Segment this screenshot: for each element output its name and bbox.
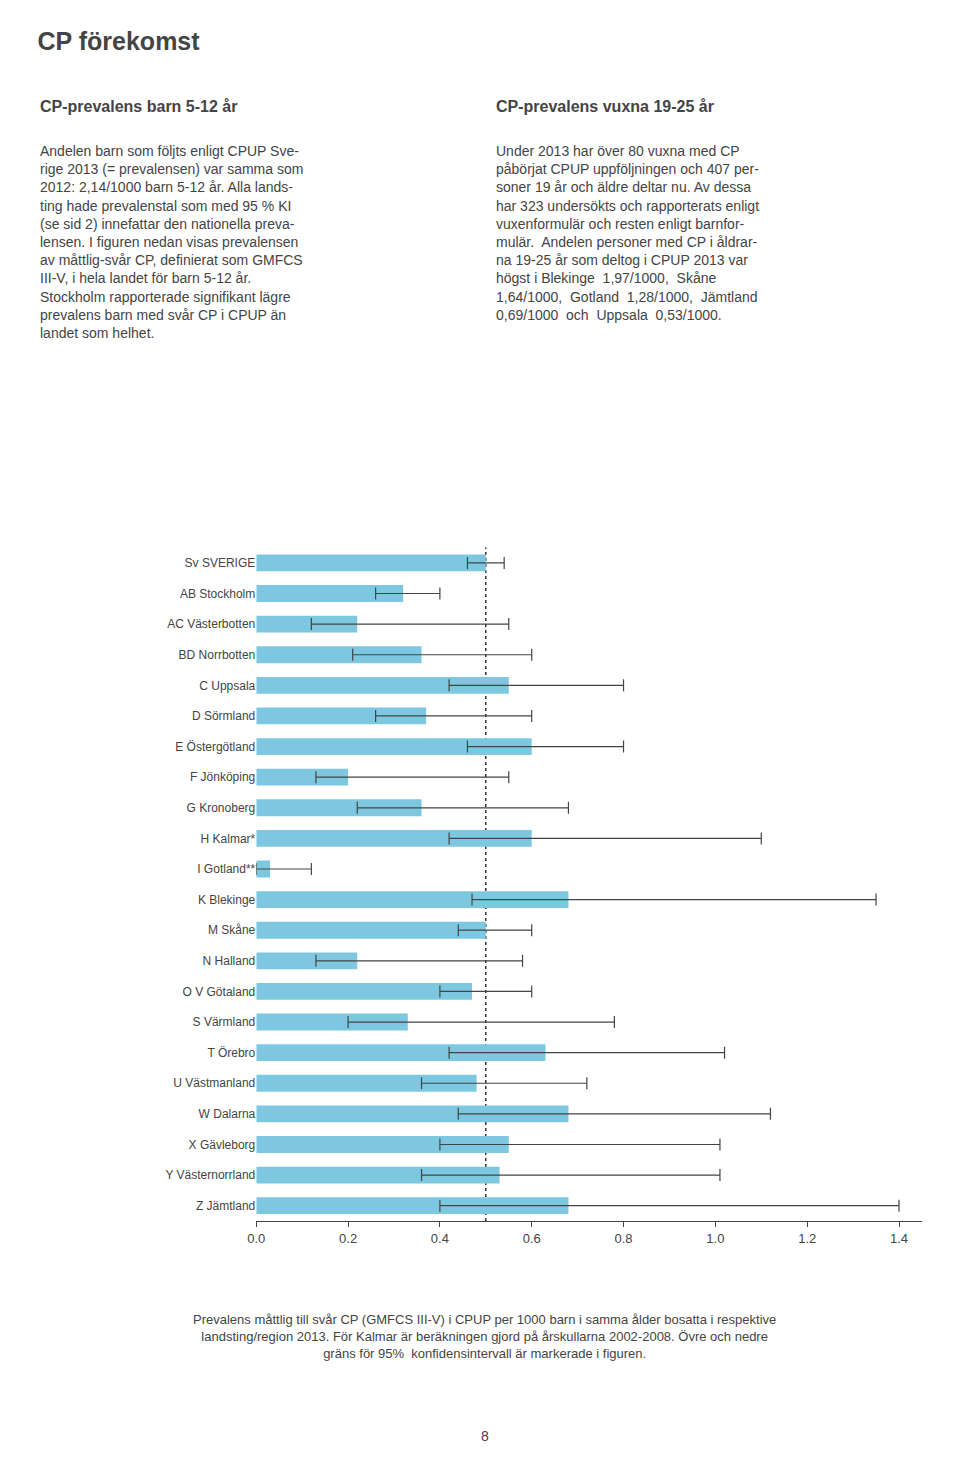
svg-text:1.4: 1.4 <box>890 1231 908 1246</box>
svg-text:0.6: 0.6 <box>523 1231 541 1246</box>
svg-text:K Blekinge: K Blekinge <box>198 893 256 907</box>
svg-text:W Dalarna: W Dalarna <box>199 1107 256 1121</box>
svg-text:E Östergötland: E Östergötland <box>175 740 255 754</box>
svg-text:0.2: 0.2 <box>339 1231 357 1246</box>
svg-text:Prevalens måttlig till svår CP: Prevalens måttlig till svår CP (GMFCS II… <box>193 1312 776 1361</box>
svg-text:0.4: 0.4 <box>431 1231 449 1246</box>
svg-text:G Kronoberg: G Kronoberg <box>187 801 256 815</box>
svg-text:Z Jämtland: Z Jämtland <box>196 1199 255 1213</box>
svg-text:0.8: 0.8 <box>615 1231 633 1246</box>
svg-text:F Jönköping: F Jönköping <box>190 770 255 784</box>
svg-text:N Halland: N Halland <box>203 954 256 968</box>
svg-text:AB Stockholm: AB Stockholm <box>180 587 255 601</box>
svg-text:O V Götaland: O V Götaland <box>183 985 256 999</box>
svg-text:8: 8 <box>481 1428 489 1444</box>
svg-text:H Kalmar*: H Kalmar* <box>201 832 256 846</box>
svg-text:1.0: 1.0 <box>706 1231 724 1246</box>
svg-text:CP-prevalens vuxna 19-25 år: CP-prevalens vuxna 19-25 år <box>496 98 714 115</box>
svg-text:I Gotland**: I Gotland** <box>197 862 255 876</box>
svg-text:Y Västernorrland: Y Västernorrland <box>165 1168 255 1182</box>
svg-text:U Västmanland: U Västmanland <box>173 1076 255 1090</box>
svg-text:X Gävleborg: X Gävleborg <box>189 1138 256 1152</box>
svg-text:Under 2013 har över 80 vuxna m: Under 2013 har över 80 vuxna med CPpåbör… <box>496 143 759 323</box>
svg-text:1.2: 1.2 <box>798 1231 816 1246</box>
svg-text:0.0: 0.0 <box>247 1231 265 1246</box>
svg-text:AC Västerbotten: AC Västerbotten <box>167 617 255 631</box>
svg-text:C Uppsala: C Uppsala <box>199 679 255 693</box>
svg-text:T Örebro: T Örebro <box>207 1046 255 1060</box>
svg-text:Andelen barn som följts enligt: Andelen barn som följts enligt CPUP Sve-… <box>40 143 303 341</box>
svg-text:BD Norrbotten: BD Norrbotten <box>179 648 256 662</box>
svg-text:Sv SVERIGE: Sv SVERIGE <box>185 556 256 570</box>
svg-text:D Sörmland: D Sörmland <box>192 709 255 723</box>
svg-text:CP förekomst: CP förekomst <box>38 27 201 55</box>
svg-text:S Värmland: S Värmland <box>193 1015 256 1029</box>
svg-text:M Skåne: M Skåne <box>208 923 256 937</box>
svg-text:CP-prevalens barn 5-12 år: CP-prevalens barn 5-12 år <box>40 98 237 115</box>
